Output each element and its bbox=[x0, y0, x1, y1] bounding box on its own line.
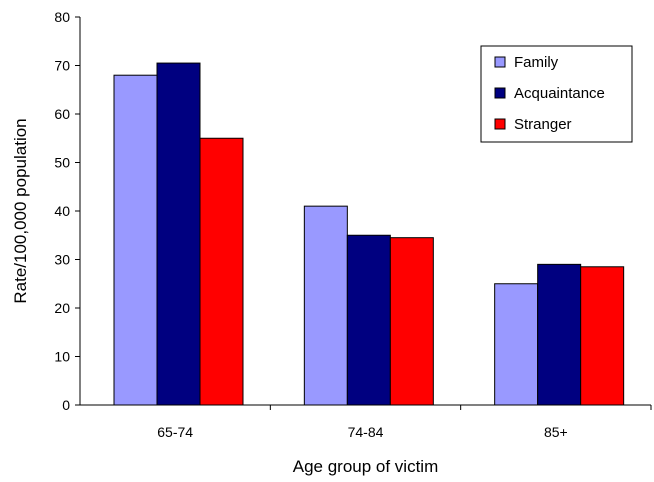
y-tick-label: 70 bbox=[54, 58, 70, 74]
x-tick-label: 74-84 bbox=[348, 424, 384, 440]
legend-label-family: Family bbox=[514, 54, 559, 71]
y-axis-title: Rate/100,000 population bbox=[11, 118, 30, 303]
bar-stranger-65-74 bbox=[199, 137, 244, 406]
y-tick-label: 30 bbox=[54, 252, 70, 268]
x-axis-ticks: 65-74 74-84 85+ bbox=[157, 405, 652, 440]
bar-acquaintance-85+ bbox=[537, 263, 582, 406]
y-tick-label: 20 bbox=[54, 300, 70, 316]
bar-acquaintance-74-84 bbox=[346, 234, 391, 406]
y-tick-label: 10 bbox=[54, 349, 70, 365]
bars bbox=[113, 62, 625, 406]
y-tick-label: 0 bbox=[62, 397, 70, 413]
y-tick-label: 80 bbox=[54, 9, 70, 25]
legend-swatch-stranger bbox=[494, 118, 506, 130]
bar-family-74-84 bbox=[303, 205, 348, 406]
bar-family-85+ bbox=[494, 283, 539, 406]
x-axis-title: Age group of victim bbox=[293, 457, 439, 476]
legend-label-stranger: Stranger bbox=[514, 116, 572, 133]
legend-box bbox=[480, 45, 633, 143]
x-tick-label: 65-74 bbox=[157, 424, 193, 440]
y-tick-label: 40 bbox=[54, 203, 70, 219]
y-tick-label: 50 bbox=[54, 155, 70, 171]
axes bbox=[79, 17, 651, 406]
legend-label-acquaintance: Acquaintance bbox=[514, 85, 605, 102]
x-tick-label: 85+ bbox=[544, 424, 568, 440]
bar-stranger-74-84 bbox=[389, 237, 434, 406]
legend: Family Acquaintance Stranger bbox=[480, 45, 633, 143]
bar-acquaintance-65-74 bbox=[156, 62, 201, 406]
legend-swatch-family bbox=[494, 56, 506, 68]
legend-swatch-acquaintance bbox=[494, 87, 506, 99]
y-axis-ticks: 0 10 20 30 40 50 60 70 80 bbox=[54, 9, 80, 413]
bar-stranger-85+ bbox=[580, 266, 625, 406]
y-tick-label: 60 bbox=[54, 106, 70, 122]
bar-family-65-74 bbox=[113, 74, 158, 406]
